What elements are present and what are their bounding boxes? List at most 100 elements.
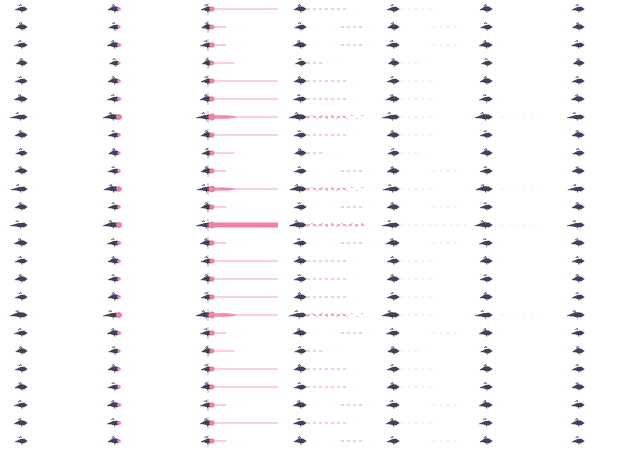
- glyph-icon: [294, 150, 307, 156]
- dot-trail-mark: [447, 440, 449, 442]
- cell: [9, 219, 28, 229]
- noise-mark: [336, 225, 338, 228]
- glyph-stroke-icon: [17, 399, 23, 409]
- glyph-stroke-icon: [110, 399, 116, 409]
- glyph-stroke-icon: [575, 291, 580, 301]
- glyph-icon: [293, 294, 307, 300]
- glyph-stroke-icon: [480, 183, 487, 193]
- glyph-stroke-icon: [17, 93, 23, 103]
- glyph-icon: [288, 312, 307, 318]
- glyph-icon: [293, 6, 307, 12]
- glyph-stroke-icon: [108, 219, 115, 229]
- noise-mark: [341, 312, 343, 315]
- glyph-stroke-icon: [483, 345, 488, 355]
- noise-mark: [341, 114, 343, 117]
- glyph-icon: [571, 384, 585, 390]
- glyph-stroke-icon: [201, 219, 208, 229]
- glyph-icon: [386, 402, 400, 408]
- glyph-icon: [386, 204, 400, 210]
- dot-trail-mark: [415, 98, 417, 100]
- glyph-stroke-icon: [18, 165, 23, 175]
- dot-mark: [117, 205, 121, 209]
- dot-trail-mark: [401, 260, 403, 262]
- glyph-stroke-icon: [296, 39, 302, 49]
- cell: [293, 291, 346, 301]
- dot-trail-mark: [429, 386, 431, 388]
- cell: [293, 93, 346, 103]
- glyph-stroke-icon: [387, 309, 394, 319]
- glyph-stroke-icon: [297, 255, 302, 265]
- dot-mark: [116, 114, 122, 120]
- glyph-stroke-icon: [294, 309, 301, 319]
- glyph-icon: [382, 186, 400, 192]
- cell: [480, 147, 493, 157]
- glyph-icon: [479, 132, 493, 138]
- dot-trail-mark: [440, 170, 442, 172]
- dot-trail-mark: [447, 404, 449, 406]
- glyph-stroke-icon: [18, 75, 23, 85]
- dot-trail-mark: [447, 170, 449, 172]
- glyph-stroke-icon: [296, 399, 302, 409]
- cell: [385, 237, 456, 247]
- dot-trail-mark: [440, 206, 442, 208]
- cell: [200, 291, 278, 303]
- cell: [386, 201, 456, 211]
- dot-trail-mark: [422, 224, 424, 226]
- glyph-stroke-icon: [483, 255, 488, 265]
- dot-mark: [116, 312, 122, 318]
- cell: [200, 39, 226, 51]
- dot-trail-mark: [516, 116, 518, 118]
- glyph-icon: [478, 330, 493, 336]
- cell: [571, 381, 585, 391]
- cell: [200, 273, 278, 285]
- cell: [293, 129, 346, 139]
- cell: [571, 75, 585, 85]
- cell: [102, 219, 122, 229]
- dot-trail-mark: [502, 188, 504, 190]
- glyph-stroke-icon: [18, 129, 23, 139]
- noise-mark: [351, 186, 353, 189]
- cell: [13, 93, 28, 103]
- glyph-icon: [385, 96, 400, 102]
- glyph-icon: [14, 132, 28, 138]
- cell: [9, 111, 28, 121]
- dot-trail-mark: [415, 278, 417, 280]
- glyph-stroke-icon: [390, 363, 395, 373]
- glyph-icon: [479, 276, 493, 282]
- cell: [103, 183, 122, 193]
- glyph-icon: [571, 330, 585, 336]
- cell: [288, 309, 363, 319]
- dot-trail-mark: [408, 116, 410, 118]
- glyph-stroke-icon: [15, 111, 22, 121]
- glyph-icon: [9, 222, 28, 228]
- cell: [14, 165, 28, 175]
- dot-trail-mark: [401, 278, 403, 280]
- glyph-icon: [293, 78, 307, 84]
- glyph-stroke-icon: [15, 183, 22, 193]
- dot-trail-mark: [530, 314, 532, 316]
- cell: [201, 21, 226, 33]
- dot-trail-mark: [408, 224, 410, 226]
- wave-mark: [206, 115, 238, 119]
- cell: [14, 255, 28, 265]
- cell: [9, 309, 28, 319]
- dot-trail-mark: [422, 98, 424, 100]
- cell: [200, 363, 278, 375]
- cell: [14, 363, 28, 373]
- cell: [107, 201, 121, 211]
- glyph-stroke-icon: [483, 129, 488, 139]
- glyph-icon: [9, 312, 28, 318]
- dot-trail-mark: [401, 8, 403, 10]
- dot-trail-mark: [454, 26, 456, 28]
- dot-trail-mark: [401, 188, 403, 190]
- glyph-stroke-icon: [572, 183, 579, 193]
- dot-trail-mark: [401, 116, 403, 118]
- cell: [570, 93, 585, 103]
- cell: [386, 3, 431, 13]
- dot-trail-mark: [408, 314, 410, 316]
- glyph-stroke-icon: [575, 363, 580, 373]
- glyph-stroke-icon: [387, 183, 394, 193]
- cell: [475, 183, 532, 193]
- cell: [386, 435, 456, 445]
